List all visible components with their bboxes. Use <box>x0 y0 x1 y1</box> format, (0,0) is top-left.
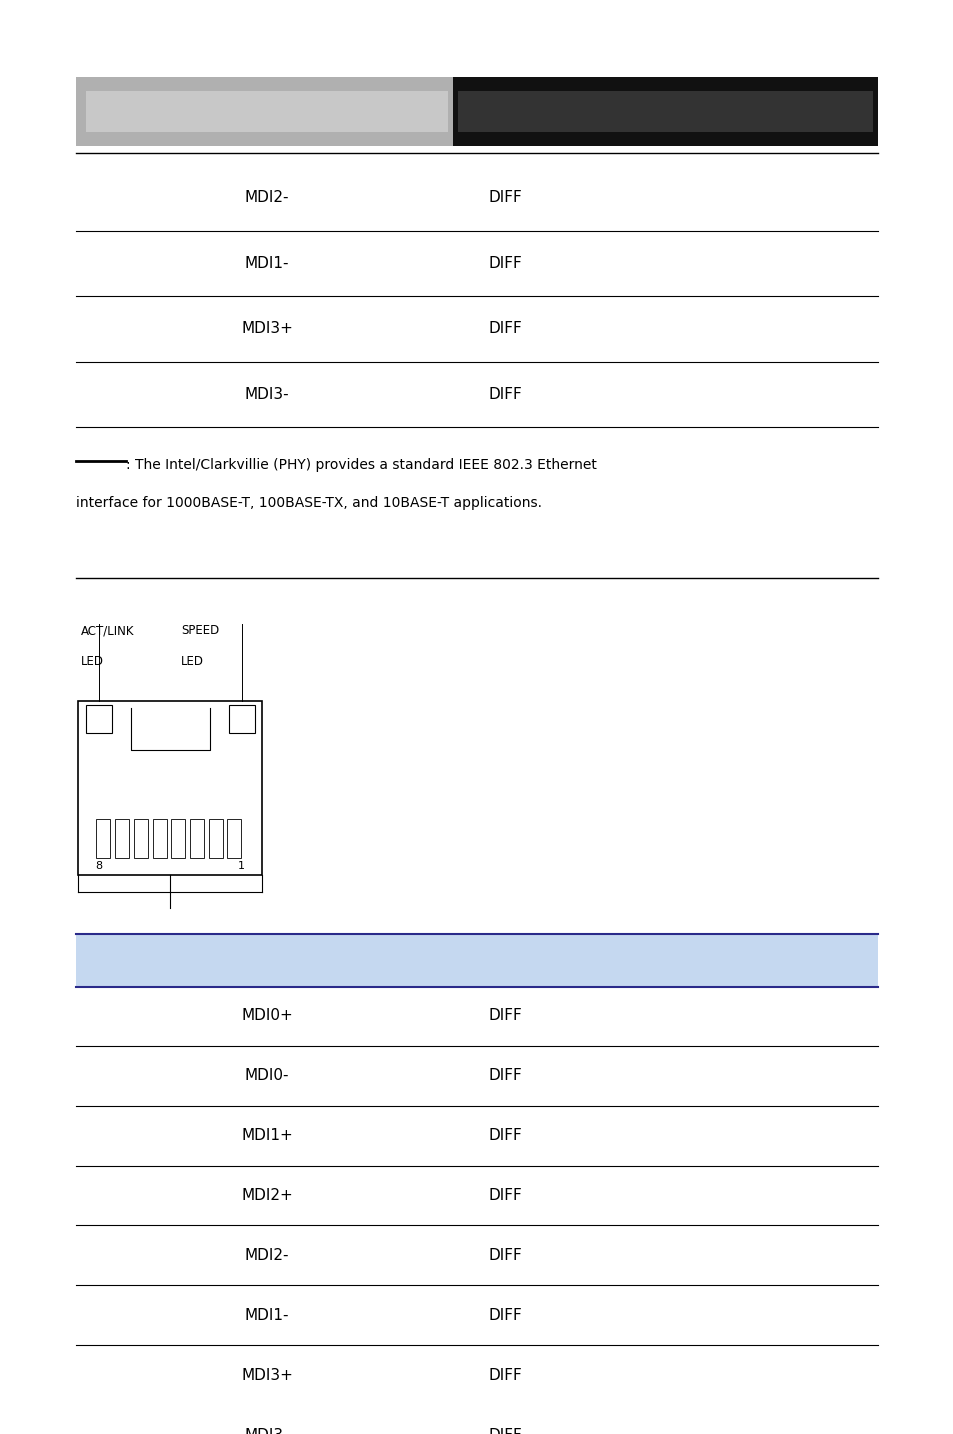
Bar <box>76 934 877 987</box>
Text: interface for 1000BASE-T, 100BASE-TX, and 10BASE-T applications.: interface for 1000BASE-T, 100BASE-TX, an… <box>76 496 541 511</box>
Text: MDI2-: MDI2- <box>245 1248 289 1263</box>
Text: MDI2-: MDI2- <box>245 191 289 205</box>
Text: SPEED: SPEED <box>181 624 219 637</box>
Text: DIFF: DIFF <box>488 1428 522 1434</box>
Text: 8: 8 <box>95 860 102 870</box>
Bar <box>86 90 448 132</box>
Text: ACT/LINK: ACT/LINK <box>81 624 134 637</box>
Text: MDI3-: MDI3- <box>245 387 289 402</box>
Text: MDI0+: MDI0+ <box>241 1008 293 1024</box>
Bar <box>453 76 877 146</box>
Text: DIFF: DIFF <box>488 1368 522 1382</box>
Text: DIFF: DIFF <box>488 1248 522 1263</box>
Bar <box>78 701 262 875</box>
Text: DIFF: DIFF <box>488 1008 522 1024</box>
Text: MDI1+: MDI1+ <box>241 1129 293 1143</box>
Text: MDI1-: MDI1- <box>245 1308 289 1322</box>
Text: MDI1-: MDI1- <box>245 255 289 271</box>
Bar <box>76 76 453 146</box>
Bar <box>190 819 204 859</box>
Text: DIFF: DIFF <box>488 1129 522 1143</box>
Text: MDI2+: MDI2+ <box>241 1187 293 1203</box>
Text: 1: 1 <box>238 860 245 870</box>
Text: DIFF: DIFF <box>488 255 522 271</box>
Bar <box>96 819 111 859</box>
Text: DIFF: DIFF <box>488 1068 522 1083</box>
Bar <box>227 819 241 859</box>
Bar <box>133 819 148 859</box>
Text: DIFF: DIFF <box>488 1187 522 1203</box>
Text: MDI3+: MDI3+ <box>241 321 293 337</box>
Text: LED: LED <box>81 655 104 668</box>
Bar <box>229 706 254 733</box>
Text: DIFF: DIFF <box>488 387 522 402</box>
Text: MDI3-: MDI3- <box>245 1428 289 1434</box>
Bar <box>115 819 129 859</box>
Bar <box>86 706 112 733</box>
Text: MDI0-: MDI0- <box>245 1068 289 1083</box>
Text: DIFF: DIFF <box>488 321 522 337</box>
Bar <box>171 819 185 859</box>
Text: DIFF: DIFF <box>488 1308 522 1322</box>
Bar <box>152 819 167 859</box>
Bar <box>457 90 872 132</box>
Text: : The Intel/Clarkvillie (PHY) provides a standard IEEE 802.3 Ethernet: : The Intel/Clarkvillie (PHY) provides a… <box>126 459 597 472</box>
Bar <box>209 819 222 859</box>
Text: MDI3+: MDI3+ <box>241 1368 293 1382</box>
Text: DIFF: DIFF <box>488 191 522 205</box>
Text: LED: LED <box>181 655 204 668</box>
